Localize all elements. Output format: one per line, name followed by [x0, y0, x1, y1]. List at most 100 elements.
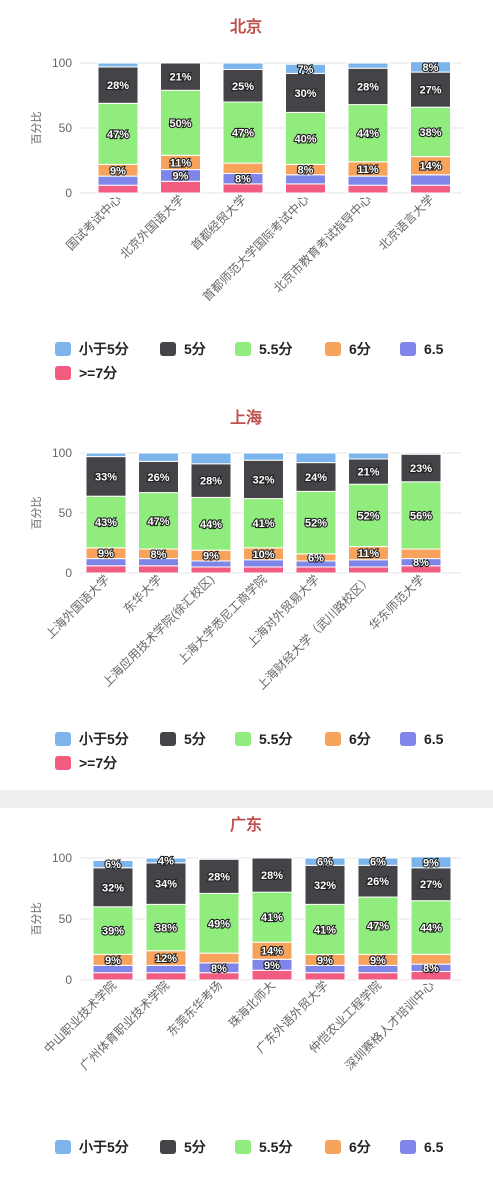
bar-segment [410, 71, 451, 108]
y-tick-label: 0 [65, 186, 72, 200]
legend-item[interactable]: 5.5分 [235, 338, 292, 360]
data-label: 38% [419, 127, 441, 139]
data-label: 27% [419, 85, 441, 97]
data-label: 44% [200, 519, 222, 531]
bar-segment [410, 953, 452, 965]
bar-segment [222, 69, 264, 103]
data-label: 21% [169, 72, 191, 84]
legend-item[interactable]: 5.5分 [235, 1136, 292, 1158]
x-tick-label: 东华大学 [120, 572, 165, 617]
bar-segment [410, 61, 451, 73]
legend-swatch [325, 342, 341, 356]
bar-segment [347, 175, 389, 186]
bar-segment [251, 857, 293, 893]
legend-item[interactable]: 6分 [325, 1136, 371, 1158]
legend-label: 5分 [184, 1139, 206, 1155]
bar-segment [138, 565, 179, 574]
legend-swatch [55, 1140, 71, 1154]
legend-item[interactable]: 6分 [325, 728, 371, 750]
data-label: 28% [208, 871, 230, 883]
data-label: 41% [261, 912, 283, 924]
y-tick-label: 0 [65, 973, 72, 987]
x-tick-label: 国试考试中心 [63, 192, 125, 254]
data-label: 47% [107, 129, 129, 141]
legend-item[interactable]: 小于5分 [55, 338, 129, 360]
bar-segment [243, 459, 284, 500]
bar-segment [198, 892, 240, 954]
legend-item[interactable]: 5分 [160, 728, 206, 750]
legend-shanghai: 小于5分 5分 5.5分 6分 6.5 >=7分 [55, 728, 475, 778]
bar-segment [92, 859, 134, 869]
legend-item[interactable]: 6.5 [400, 338, 443, 360]
legend-label: 小于5分 [79, 1139, 129, 1155]
legend-swatch [235, 732, 251, 746]
x-tick-label: 首都师范大学国际考试中心 [199, 192, 311, 304]
bar-segment [190, 452, 232, 465]
bar-segment [222, 62, 264, 70]
x-tick-label: 华东师范大学 [366, 572, 428, 634]
data-label: 32% [252, 474, 274, 486]
bar-segment [410, 900, 452, 955]
data-label: 9% [203, 551, 219, 563]
x-tick-label: 珠海北师大 [225, 978, 278, 1031]
y-axis-label: 百分比 [30, 112, 43, 145]
legend-item[interactable]: 小于5分 [55, 1136, 129, 1158]
data-label: 41% [252, 518, 274, 530]
bar-segment [400, 481, 442, 550]
data-label: 26% [147, 472, 169, 484]
bar-segment [198, 858, 240, 894]
data-label: 32% [102, 882, 124, 894]
y-tick-label: 0 [65, 566, 72, 580]
y-tick-label: 50 [59, 506, 73, 520]
x-tick-label: 东莞东华考场 [164, 978, 225, 1039]
legend-item[interactable]: >=7分 [55, 752, 117, 774]
bar-segment [348, 483, 389, 548]
bar-segment [145, 903, 187, 952]
bar-segment [410, 856, 452, 869]
legend-item[interactable]: 5分 [160, 338, 206, 360]
y-tick-label: 50 [59, 121, 73, 135]
bar-segment [243, 559, 284, 568]
x-tick-label: 上海大学悉尼工商学院 [174, 572, 269, 667]
data-label: 8% [298, 165, 314, 177]
chart-title: 广东 [230, 815, 262, 834]
legend-swatch [400, 732, 416, 746]
bar-segment [400, 452, 442, 455]
data-label: 9% [264, 960, 280, 972]
data-label: 47% [367, 921, 389, 933]
bar-segment [295, 566, 337, 574]
bar-segment [347, 67, 389, 106]
data-label: 9% [423, 857, 439, 869]
legend-item[interactable]: 6分 [325, 338, 371, 360]
bar-segment [348, 559, 389, 568]
legend-item[interactable]: >=7分 [55, 362, 117, 384]
chart-panel-shanghai: 上海 0 50 100 百分比 9% 43% 33% 上海外国语大学 8% 47% 26% 东华大学 9%… [0, 398, 493, 788]
bar-segment [251, 891, 293, 943]
bar-segment [145, 964, 187, 974]
data-label: 24% [305, 472, 327, 484]
data-label: 30% [294, 88, 316, 100]
legend-swatch [55, 366, 71, 380]
legend-item[interactable]: 小于5分 [55, 728, 129, 750]
bar-segment [92, 906, 134, 955]
data-label: 47% [147, 516, 169, 528]
legend-item[interactable]: 6.5 [400, 728, 443, 750]
bar-segment [348, 452, 389, 460]
data-label: 52% [357, 510, 379, 522]
bar-segment [285, 72, 326, 113]
data-label: 50% [169, 118, 191, 130]
data-label: 6% [317, 857, 333, 869]
bar-segment [357, 896, 399, 955]
data-label: 32% [314, 880, 336, 892]
legend-item[interactable]: 6.5 [400, 1136, 443, 1158]
bar-segment [97, 184, 139, 194]
y-tick-label: 50 [59, 912, 73, 926]
legend-swatch [55, 756, 71, 770]
legend-item[interactable]: 5分 [160, 1136, 206, 1158]
legend-item[interactable]: 5.5分 [235, 728, 292, 750]
legend-swatch [400, 1140, 416, 1154]
legend-swatch [325, 732, 341, 746]
data-label: 28% [200, 476, 222, 488]
data-label: 6% [105, 859, 121, 871]
legend-swatch [160, 342, 176, 356]
